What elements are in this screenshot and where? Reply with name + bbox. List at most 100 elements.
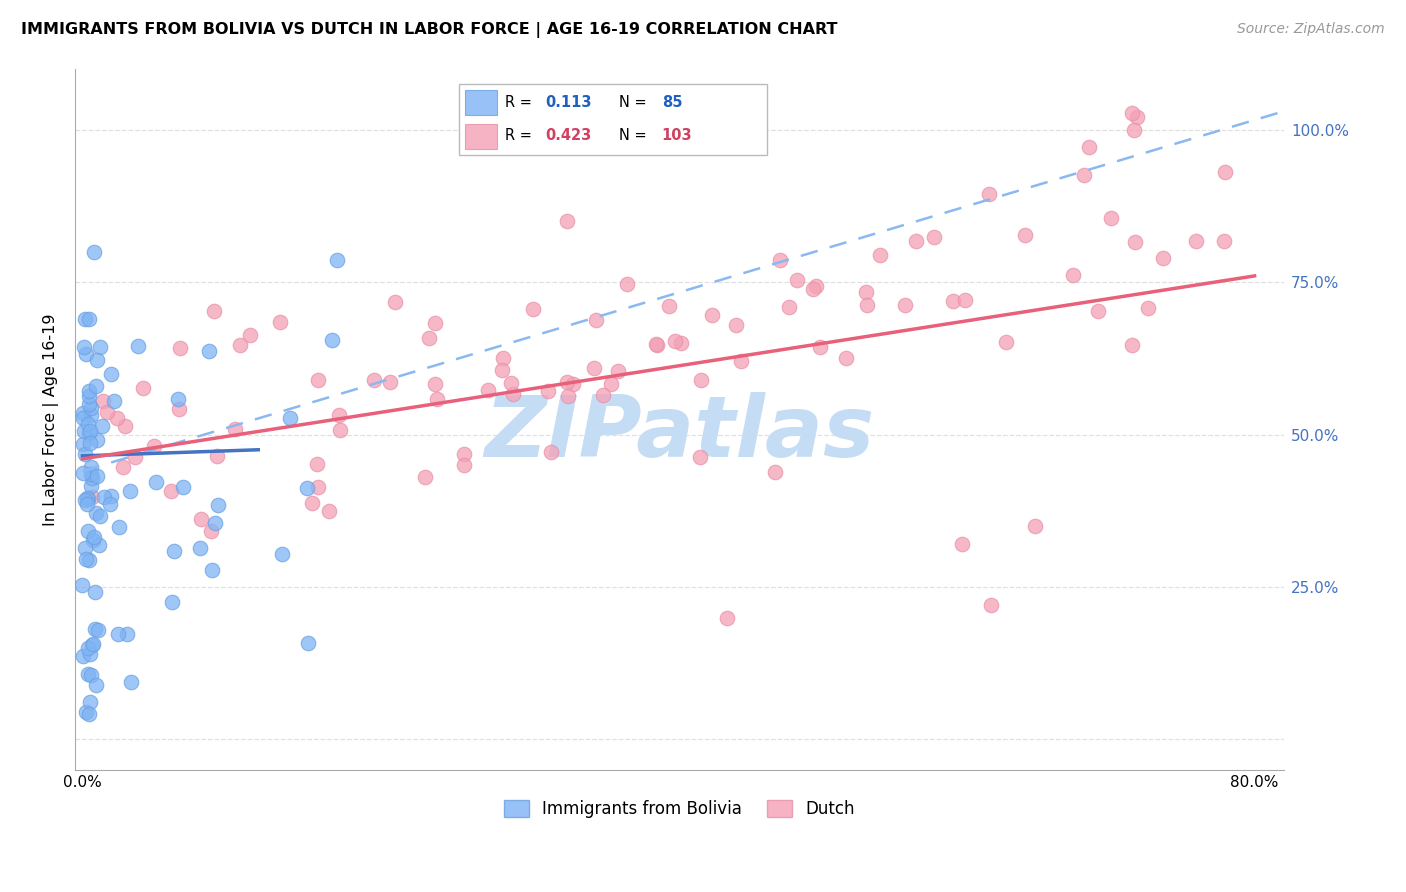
Point xyxy=(190,541,212,555)
Point xyxy=(75,311,97,326)
Point xyxy=(84,584,107,599)
Point xyxy=(145,475,167,490)
Point xyxy=(1121,106,1143,120)
Point xyxy=(426,392,449,407)
Point xyxy=(555,214,578,228)
Point xyxy=(120,674,142,689)
Point xyxy=(1126,111,1149,125)
Point xyxy=(87,538,110,552)
Point xyxy=(82,637,104,651)
Point xyxy=(295,481,318,495)
Point xyxy=(75,447,97,461)
Point xyxy=(80,467,103,482)
Point xyxy=(98,497,121,511)
Point xyxy=(202,304,225,318)
Point xyxy=(79,424,101,438)
Point xyxy=(80,408,103,422)
Point xyxy=(307,480,329,494)
Point xyxy=(86,469,108,483)
Point xyxy=(1213,165,1236,179)
Point xyxy=(307,373,329,387)
Point xyxy=(163,544,186,558)
Point xyxy=(600,376,623,391)
Point xyxy=(769,253,792,268)
Point xyxy=(616,277,638,291)
Point xyxy=(980,599,1002,613)
Point xyxy=(492,351,515,366)
Point xyxy=(690,373,713,387)
Point xyxy=(977,187,1000,202)
Point xyxy=(90,418,112,433)
Point xyxy=(1062,268,1084,282)
Point xyxy=(425,377,447,392)
Point xyxy=(167,402,190,417)
Point xyxy=(107,627,129,641)
Point xyxy=(72,340,94,354)
Point xyxy=(1121,337,1143,351)
Point xyxy=(80,639,103,653)
Point xyxy=(82,533,104,547)
Point xyxy=(808,340,831,354)
Point xyxy=(89,508,111,523)
Point xyxy=(561,377,583,392)
Point xyxy=(87,624,110,638)
Point xyxy=(160,594,183,608)
Point xyxy=(76,491,98,505)
Point xyxy=(167,392,190,406)
Point xyxy=(124,450,146,464)
Point xyxy=(127,339,149,353)
Point xyxy=(763,465,786,479)
Point xyxy=(76,497,98,511)
Point xyxy=(869,248,891,262)
Point xyxy=(536,384,558,399)
Point xyxy=(540,444,562,458)
Point xyxy=(205,450,228,464)
Point xyxy=(657,299,679,313)
Point xyxy=(307,457,329,471)
Point xyxy=(73,493,96,508)
Point xyxy=(582,360,605,375)
Point xyxy=(76,524,98,538)
Point xyxy=(1087,304,1109,318)
Point xyxy=(84,678,107,692)
Point xyxy=(79,479,101,493)
Point xyxy=(1185,234,1208,248)
Point xyxy=(689,450,711,465)
Point xyxy=(75,541,97,555)
Point xyxy=(143,439,166,453)
Point xyxy=(77,312,100,326)
Point xyxy=(1123,123,1146,137)
Point xyxy=(77,389,100,403)
Point xyxy=(855,285,877,299)
Point xyxy=(200,524,222,538)
Point xyxy=(724,318,747,332)
Point xyxy=(82,471,104,485)
Point xyxy=(522,302,544,317)
Point xyxy=(115,627,138,641)
Point xyxy=(557,388,579,402)
Point xyxy=(942,293,965,308)
Point xyxy=(239,328,262,343)
Text: Source: ZipAtlas.com: Source: ZipAtlas.com xyxy=(1237,22,1385,37)
Point xyxy=(84,622,107,636)
Point xyxy=(378,375,401,389)
Point xyxy=(79,695,101,709)
Point xyxy=(100,489,122,503)
Point xyxy=(84,506,107,520)
Point xyxy=(103,393,125,408)
Point xyxy=(834,351,856,365)
Point xyxy=(904,234,927,248)
Point xyxy=(207,498,229,512)
Point xyxy=(86,352,108,367)
Point xyxy=(118,483,141,498)
Point xyxy=(995,335,1018,350)
Point xyxy=(72,578,94,592)
Point xyxy=(201,562,224,576)
Point xyxy=(75,552,97,566)
Point xyxy=(79,435,101,450)
Point xyxy=(93,393,115,408)
Point xyxy=(326,253,349,268)
Point xyxy=(86,379,108,393)
Point xyxy=(79,647,101,661)
Point xyxy=(786,273,808,287)
